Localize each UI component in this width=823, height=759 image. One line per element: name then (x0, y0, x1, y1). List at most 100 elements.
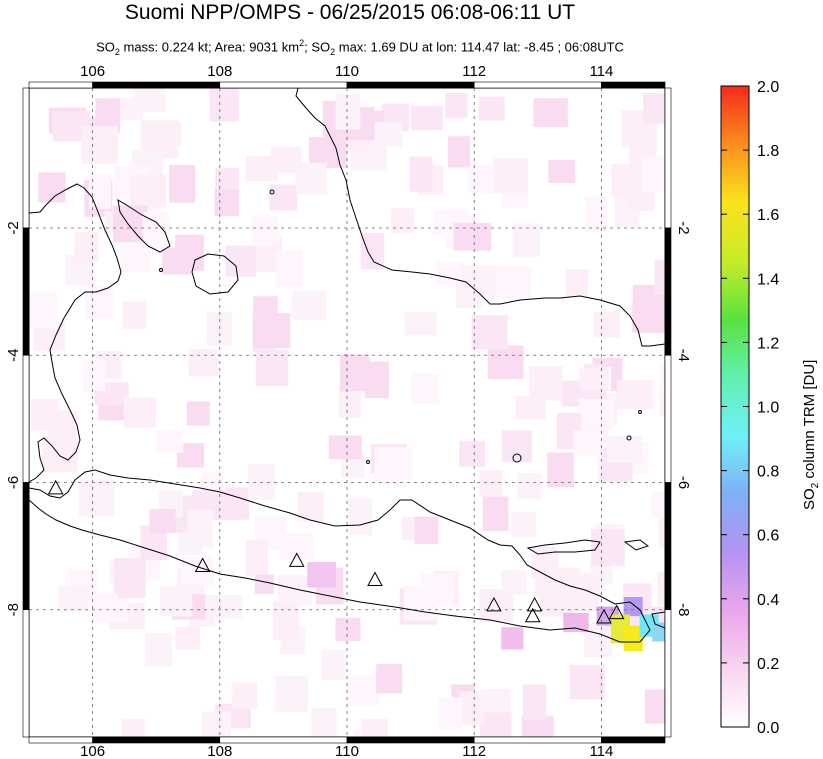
lon-tick-label-top: 112 (462, 63, 486, 80)
island-bawean (512, 453, 522, 463)
volcano-triangle-icon (486, 596, 502, 612)
so2-pixel (251, 215, 280, 246)
so2-pixel (123, 397, 157, 428)
so2-pixel (192, 490, 217, 513)
island-small-1 (626, 435, 632, 441)
colorbar-tick-label: 0.2 (757, 656, 779, 673)
coastline-belitung (191, 253, 239, 295)
colorbar-tick-label: 0.6 (757, 528, 779, 545)
frame-segment (219, 81, 348, 89)
lon-tick-label-top: 108 (207, 63, 232, 80)
volcano-triangle-icon (526, 596, 543, 612)
so2-pixel (201, 711, 231, 737)
so2-pixel (209, 595, 243, 619)
so2-pixel (445, 93, 468, 118)
frame-segment (92, 736, 221, 744)
frame-segment (22, 354, 30, 483)
so2-pixel (569, 664, 605, 700)
lat-tick-label-right: -2 (675, 221, 692, 234)
frame-segment (346, 736, 475, 744)
colorbar-tick-label: 1.2 (757, 335, 779, 352)
colorbar-tick-label: 0.0 (757, 720, 779, 737)
so2-pixel (641, 156, 665, 193)
frame-segment (664, 354, 672, 483)
so2-pixel (88, 174, 111, 209)
lat-tick-label-left: -2 (5, 221, 22, 234)
lon-tick-label-top: 106 (80, 63, 105, 80)
lat-tick-label-left: -4 (5, 349, 22, 362)
subtitle-area-sup: 2 (299, 38, 305, 48)
lon-tick-label-bottom: 110 (335, 743, 359, 759)
colorbar-title: SO2 column TRM [DU] (797, 300, 821, 520)
so2-plume-pixel (307, 562, 336, 588)
lon-tick-label-bottom: 112 (462, 743, 486, 759)
so2-pixel (78, 479, 115, 517)
so2-pixel (421, 573, 454, 605)
frame-segment (664, 482, 672, 611)
lon-tick-label-bottom: 108 (207, 743, 232, 759)
so2-pixel (117, 575, 146, 599)
so2-pixel (74, 231, 99, 263)
coastline-sumatra (29, 183, 122, 483)
island-small-3 (366, 460, 370, 464)
so2-plume-pixel (623, 625, 643, 652)
island-small-2 (638, 410, 642, 414)
so2-pixel (654, 259, 665, 295)
so2-pixel (390, 208, 414, 234)
so2-pixel (272, 603, 300, 640)
so2-pixel (255, 350, 289, 387)
map-title: Suomi NPP/OMPS - 06/25/2015 06:08-06:11 … (124, 1, 576, 24)
volcano-markers (47, 479, 625, 624)
so2-pixel (459, 440, 485, 467)
frame-segment (664, 87, 672, 229)
so2-pixel (291, 290, 327, 321)
frame-segment (219, 736, 348, 744)
so2-pixel (120, 245, 151, 272)
so2-pixel (121, 719, 145, 737)
colorbar-tick-label: 1.6 (757, 207, 779, 224)
so2-pixel (529, 366, 563, 401)
lat-tick-label-left: -6 (5, 476, 22, 489)
map-frame-ticks (22, 81, 672, 744)
axis-labels: 106 106 108 108 110 110 112 112 114 114 -2 -4 -6 -8 -2… (5, 63, 692, 759)
so2-pixel (245, 539, 268, 577)
so2-pixel (81, 126, 118, 164)
so2-pixel (175, 627, 200, 650)
coastline-layer (29, 88, 665, 643)
so2-pixel (360, 233, 385, 270)
volcano-triangle-icon (596, 608, 612, 624)
so2-pixel (453, 222, 492, 251)
so2-pixel (339, 354, 370, 392)
volcano-triangle-icon (524, 607, 541, 623)
frame-segment (22, 482, 30, 611)
so2-pixel (162, 247, 191, 275)
frame-segment (473, 81, 602, 89)
so2-pixel (487, 345, 524, 379)
lon-tick-label-bottom: 106 (80, 743, 105, 759)
subtitle-so2-sub: 2 (114, 46, 120, 57)
so2-pixel (338, 385, 361, 418)
so2-pixel (295, 162, 327, 195)
so2-pixel (328, 435, 362, 460)
so2-pixel (410, 373, 439, 404)
so2-pixel (232, 682, 258, 709)
so2-plume-pixel (254, 574, 274, 594)
subtitle-so2-label: SO (96, 39, 115, 55)
so2-pixel (517, 473, 542, 500)
so2-pixel (585, 196, 608, 232)
colorbar-ticks: 0.0 0.2 0.4 0.6 0.8 1.0 1.2 1.4 1.6 1.8 2.0 (721, 79, 779, 737)
so2-pixel (459, 691, 485, 726)
coastline-java (29, 469, 651, 643)
subtitle-max-text: max: 1.69 DU at lon: 114.47 lat: -8.45 ;… (335, 39, 624, 55)
so2-pixel (448, 136, 471, 168)
so2-pixel (113, 205, 148, 243)
so2-pixel (493, 158, 529, 193)
so2-pixel (335, 94, 361, 130)
so2-pixel (658, 384, 665, 416)
so2-pixel (480, 689, 511, 713)
colorbar-title-text: SO2 column TRM [DU] (801, 360, 821, 510)
colorbar-tick-label: 2.0 (757, 79, 779, 96)
colorbar-tick-label: 1.8 (757, 143, 779, 160)
so2-pixel (311, 708, 337, 737)
